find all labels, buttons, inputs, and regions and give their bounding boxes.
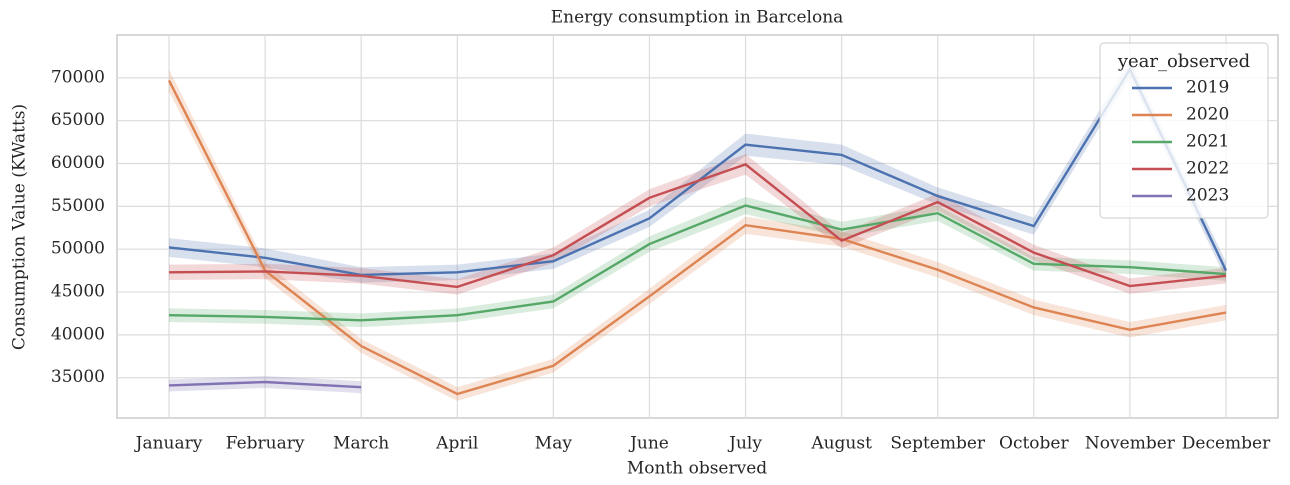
legend-label: 2023 [1186,186,1229,206]
chart-title: Energy consumption in Barcelona [551,8,844,28]
line [168,380,362,389]
lines [167,66,1228,396]
grid [117,35,1278,418]
legend-label: 2020 [1186,105,1229,125]
confidence-band [169,196,1226,328]
line [167,79,1227,396]
plot-area [116,34,1279,419]
x-tick-label: December [1182,434,1271,454]
y-tick-label: 35000 [51,367,105,387]
x-tick-label: August [810,434,872,454]
y-tick-label: 65000 [51,110,105,130]
y-tick-label: 50000 [51,239,105,259]
legend-label: 2019 [1186,78,1229,98]
legend-label: 2021 [1186,132,1229,152]
y-tick-label: 60000 [51,153,105,173]
legend: year_observed 2019 2020 2021 2022 2023 [1099,42,1269,219]
x-tick-label: April [435,434,478,454]
line [168,204,1227,322]
line [168,163,1227,289]
x-tick-label: May [535,434,573,454]
y-axis-label: Consumption Value (KWatts) [10,104,30,350]
legend-label: 2022 [1186,159,1229,179]
x-tick-label: January [134,434,203,454]
legend-box [1099,42,1269,219]
x-tick-label: March [333,434,389,454]
y-tick-label: 45000 [51,282,105,302]
y-tick-label: 70000 [51,67,105,87]
y-tick-label: 40000 [51,324,105,344]
x-tick-label: June [628,434,669,454]
x-tick-label: September [890,434,986,454]
y-tick-label: 55000 [51,196,105,216]
legend-title: year_observed [1117,51,1250,72]
x-tick-label: July [727,434,762,454]
x-tick-label: October [999,434,1069,454]
x-tick-label: February [226,434,305,454]
x-tick-label: November [1085,434,1176,454]
x-axis-label: Month observed [627,459,767,479]
confidence-band [169,376,362,394]
